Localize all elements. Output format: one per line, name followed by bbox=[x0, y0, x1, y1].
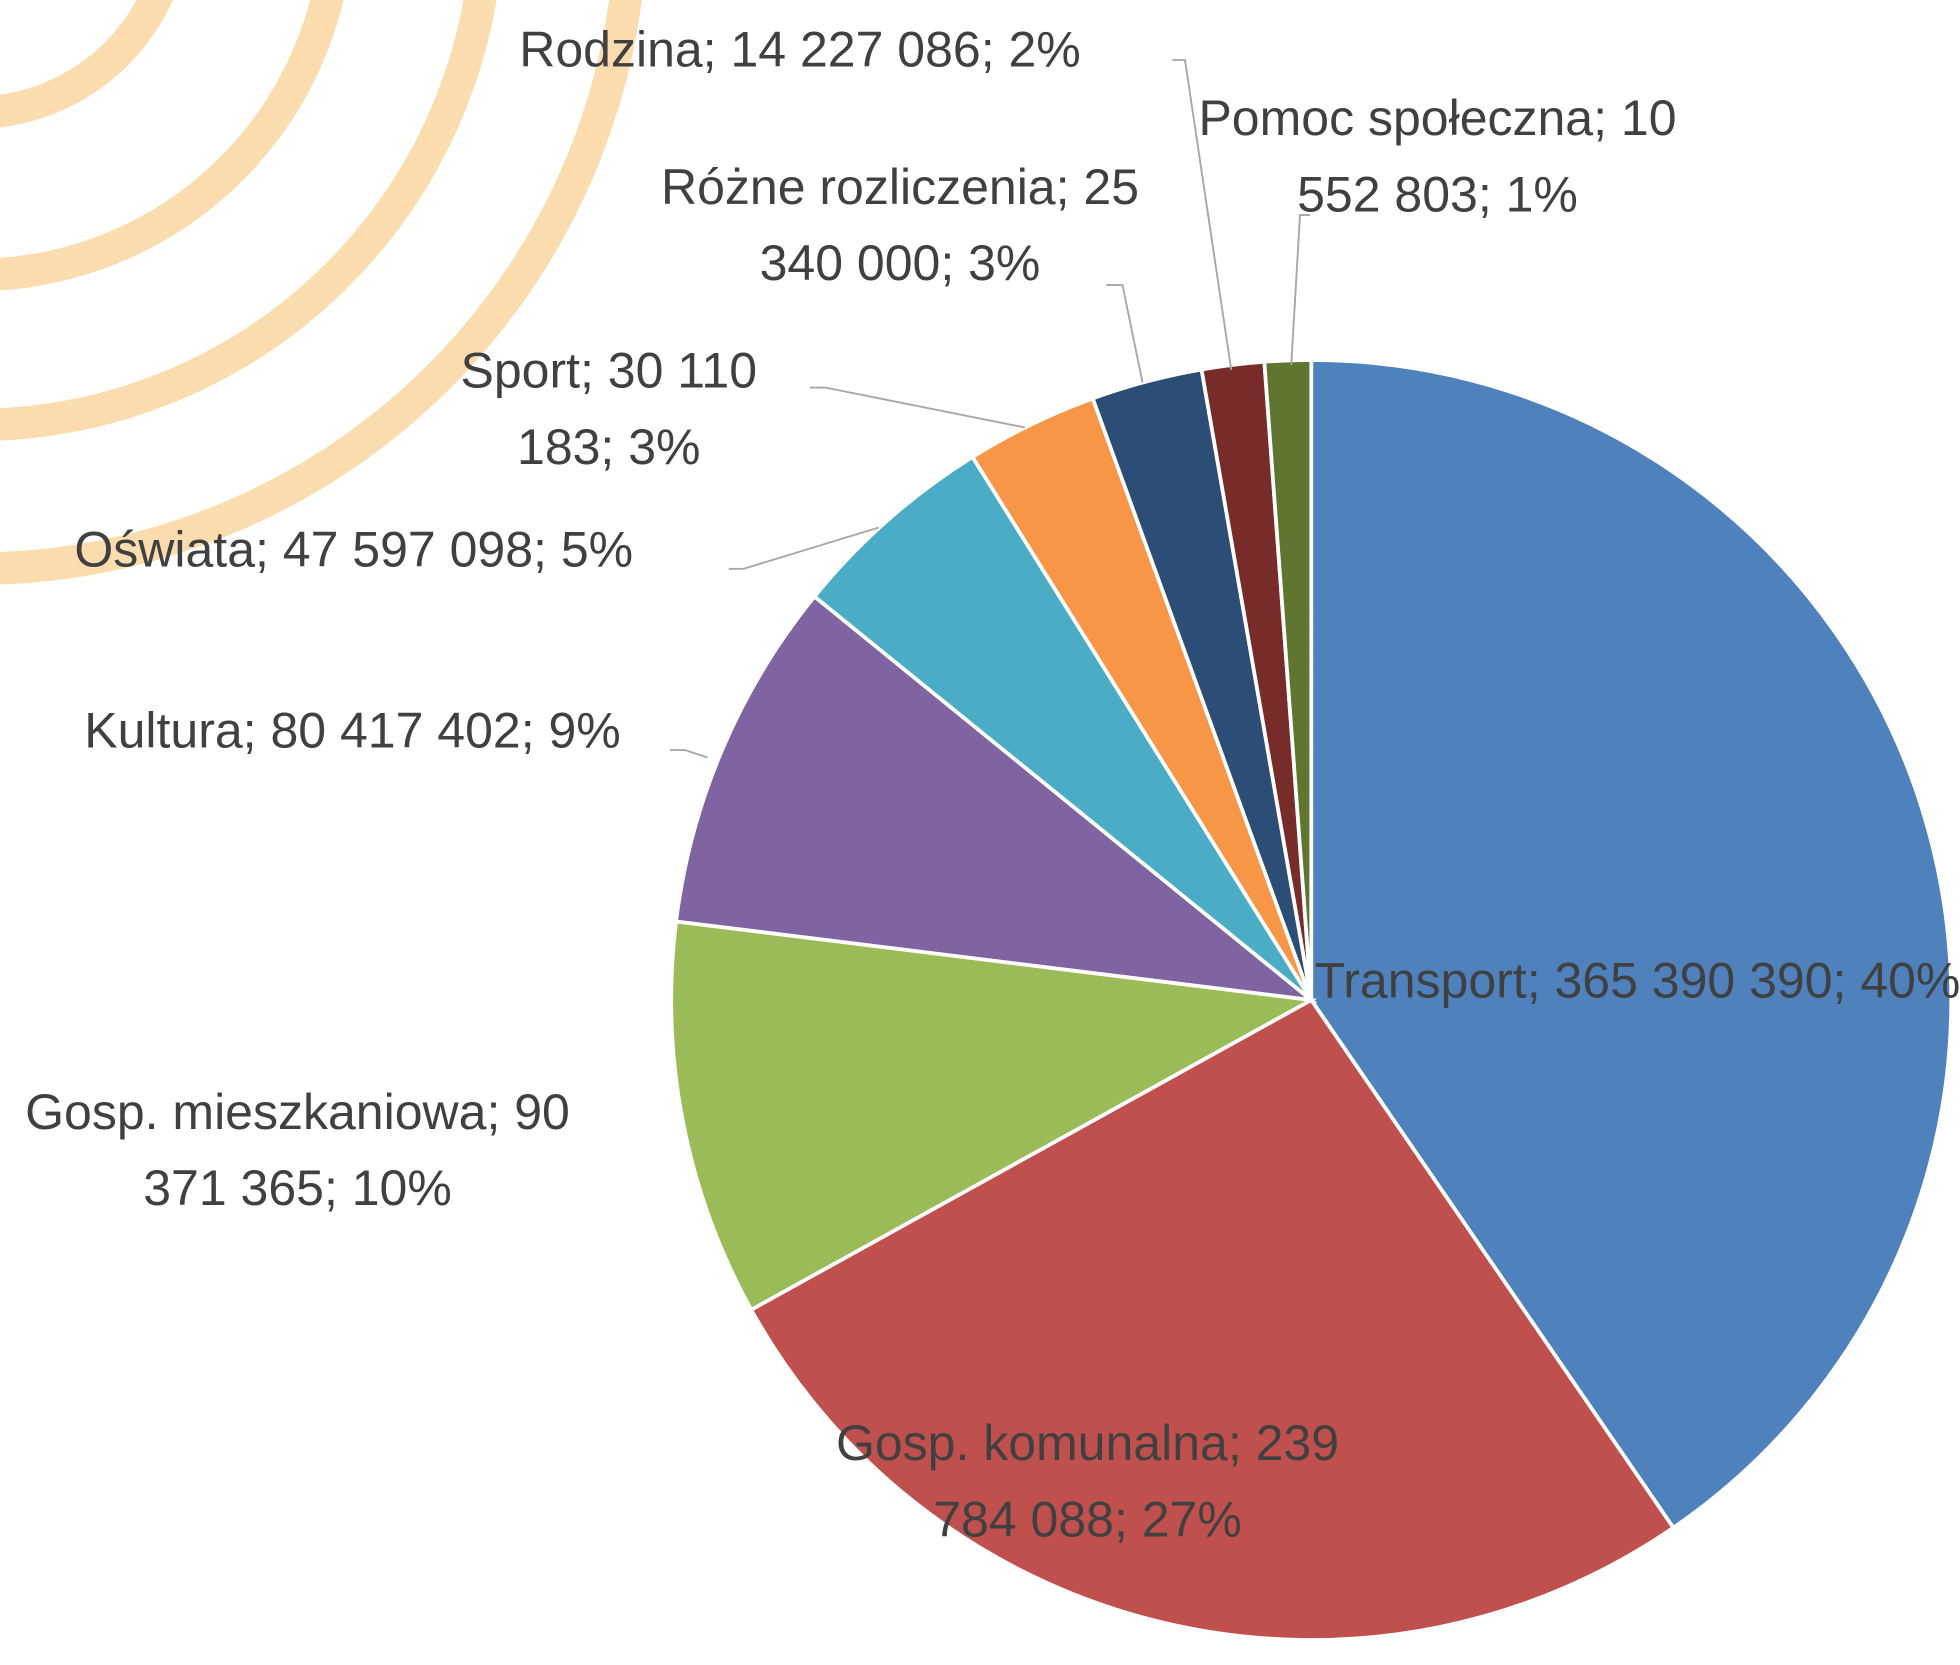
data-label: Gosp. komunalna; 239 784 088; 27% bbox=[825, 1406, 1350, 1559]
data-label: Transport; 365 390 390; 40% bbox=[1300, 944, 1960, 1020]
data-label: Kultura; 80 417 402; 9% bbox=[3, 694, 703, 770]
page: Transport; 365 390 390; 40% Gosp. komunal… bbox=[0, 0, 1960, 1665]
leader-line bbox=[1291, 215, 1310, 365]
chart: Transport; 365 390 390; 40% Gosp. komunal… bbox=[0, 0, 1960, 1665]
leader-line bbox=[810, 388, 1025, 428]
data-label: Sport; 30 110 183; 3% bbox=[446, 334, 771, 487]
data-label: Pomoc społeczna; 10 552 803; 1% bbox=[1188, 81, 1688, 234]
data-label: Różne rozliczenia; 25 340 000; 3% bbox=[650, 150, 1150, 303]
data-label: Rodzina; 14 227 086; 2% bbox=[500, 13, 1100, 89]
decor-arc bbox=[0, 0, 488, 425]
data-label: Gosp. mieszkaniowa; 90 371 365; 10% bbox=[4, 1075, 592, 1228]
decor-arc bbox=[0, 0, 338, 275]
decor-arc bbox=[0, 0, 175, 113]
data-label: Oświata; 47 597 098; 5% bbox=[60, 513, 648, 589]
